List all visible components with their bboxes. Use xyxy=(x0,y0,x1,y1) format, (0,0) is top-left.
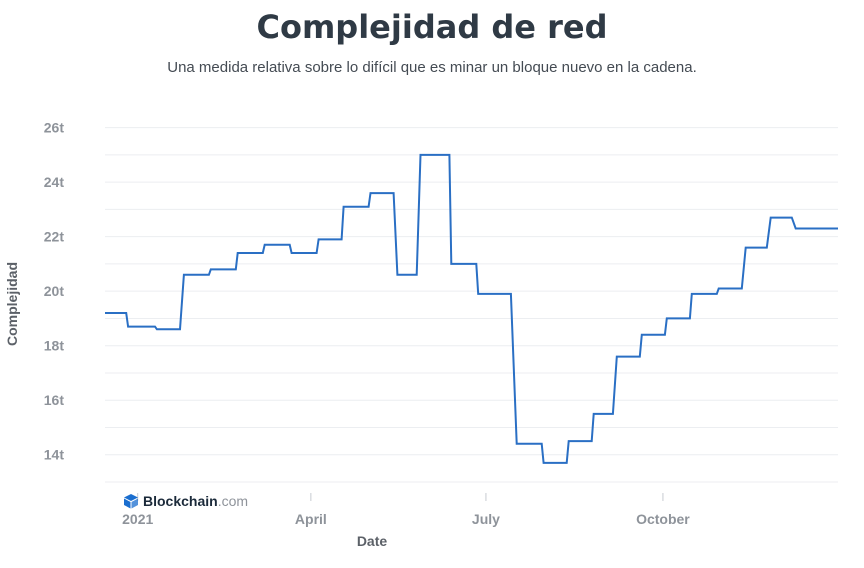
x-axis-ticks: 2021 April July October xyxy=(122,493,690,527)
x-tick-label: October xyxy=(636,511,690,527)
y-tick-label: 26t xyxy=(44,120,65,136)
chart-title: Complejidad de red xyxy=(256,8,608,46)
y-tick-label: 22t xyxy=(44,229,65,245)
y-axis-ticks: 14t 16t 18t 20t 22t 24t 26t xyxy=(44,120,65,463)
y-tick-label: 24t xyxy=(44,174,65,190)
x-tick-label: 2021 xyxy=(122,511,153,527)
brand-name: Blockchain xyxy=(143,493,218,509)
brand-logo: Blockchain.com xyxy=(123,492,248,510)
x-tick-label: April xyxy=(295,511,327,527)
brand-tld: .com xyxy=(217,493,249,509)
y-tick-label: 20t xyxy=(44,283,65,299)
y-tick-label: 16t xyxy=(44,392,65,408)
difficulty-series-line xyxy=(105,153,838,464)
x-tick-label: July xyxy=(472,511,500,527)
y-tick-label: 14t xyxy=(44,447,65,463)
chart-subtitle: Una medida relativa sobre lo difícil que… xyxy=(167,59,697,76)
x-axis-title: Date xyxy=(357,533,388,549)
y-tick-label: 18t xyxy=(44,338,65,354)
y-axis-title: Complejidad xyxy=(4,262,20,346)
blockchain-cube-icon xyxy=(124,494,138,509)
grid-lines xyxy=(105,127,838,483)
